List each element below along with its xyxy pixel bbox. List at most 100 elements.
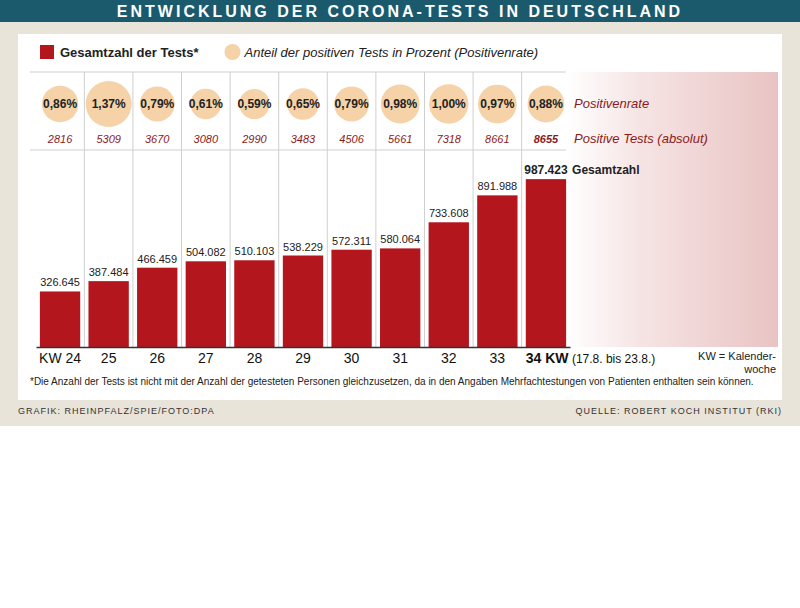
x-tick: 33: [490, 347, 506, 366]
rate-bubble: [381, 85, 420, 124]
x-tick-label: 34 KW (17.8. bis 23.8.): [526, 350, 656, 366]
total-label: Gesamtzahl: [572, 163, 639, 177]
x-tick-label: 31: [392, 350, 408, 366]
rate-bubble: [140, 87, 175, 122]
rate-label: 0,86%: [43, 97, 77, 111]
positive-count: 4506: [339, 133, 364, 145]
bubbles: [42, 81, 565, 127]
column-separator: [424, 72, 425, 347]
legend: Gesamtzahl der Tests* Anteil der positive…: [40, 44, 538, 60]
bars: [40, 179, 566, 347]
rate-label: 0,97%: [480, 97, 514, 111]
title: ENTWICKLUNG DER CORONA-TESTS IN DEUTSCHL…: [117, 3, 683, 20]
bar: [331, 250, 371, 347]
bar-label: 891.988: [477, 180, 517, 192]
bar-label: 580.064: [380, 233, 420, 245]
rate-label: 0,59%: [237, 97, 271, 111]
positive-count: 2816: [47, 133, 73, 145]
x-axis-line: [37, 347, 571, 349]
column-separator: [521, 72, 522, 347]
x-tick-label: 27: [198, 350, 214, 366]
x-tick: 27: [198, 347, 214, 366]
column-separator: [375, 72, 376, 347]
source: QUELLE: ROBERT KOCH INSTITUT (RKI): [575, 406, 782, 416]
rate-label: 0,61%: [189, 97, 223, 111]
x-tick-label: 33: [490, 350, 506, 366]
positive-count: 3670: [145, 133, 170, 145]
positive-tests: 2816530936703080299034834506566173188661…: [47, 133, 559, 145]
legend-swatch: [224, 44, 240, 60]
x-tick-label: 29: [295, 350, 311, 366]
positive-count: 2990: [241, 133, 267, 145]
rate-bubble: [42, 86, 78, 122]
x-tick: 30: [344, 347, 360, 366]
bar-label: 466.459: [137, 253, 177, 265]
row-line: [30, 72, 566, 73]
bar: [186, 261, 226, 347]
column-separator: [132, 72, 133, 347]
rate-label: 1,00%: [432, 97, 466, 111]
legend-label: Gesamtzahl der Tests*: [60, 45, 199, 60]
x-tick: 25: [101, 347, 117, 366]
bar-label: 538.229: [283, 241, 323, 253]
photo: [566, 72, 778, 347]
row-label: Positivenrate: [574, 96, 649, 111]
positive-count: 3080: [194, 133, 219, 145]
rate-label: 1,37%: [92, 97, 126, 111]
bar-label: 572.311: [332, 235, 371, 247]
bar: [429, 222, 469, 347]
x-tick: 26: [149, 347, 165, 366]
bar: [40, 291, 80, 347]
bar: [234, 260, 274, 347]
positive-count: 5661: [388, 133, 412, 145]
bar: [137, 268, 177, 347]
bar: [526, 179, 566, 347]
x-tick: 31: [392, 347, 408, 366]
rate-bubble: [334, 87, 369, 122]
x-tick-label: 32: [441, 350, 457, 366]
x-tick: 32: [441, 347, 457, 366]
rate-label: 0,79%: [335, 97, 369, 111]
column-separator: [327, 72, 328, 347]
header-band: [0, 0, 800, 22]
rate-bubble: [528, 86, 565, 123]
positive-count: 5309: [96, 133, 120, 145]
x-tick-label: 26: [149, 350, 165, 366]
rate-label: 0,79%: [140, 97, 174, 111]
bar: [88, 281, 128, 347]
column-separator: [473, 72, 474, 347]
credit: GRAFIK: RHEINPFALZ/SPIE/FOTO:DPA: [18, 406, 215, 416]
x-tick-label: 28: [247, 350, 263, 366]
x-tick: KW 24: [39, 347, 81, 366]
rate-bubble: [86, 81, 132, 127]
x-axis: KW 24 25 26 27 28 29 30 31 32 33 34 KW (17.8. bis …: [37, 347, 656, 366]
bar: [477, 195, 517, 347]
x-tick: 29: [295, 347, 311, 366]
x-tick-label: KW 24: [39, 350, 81, 366]
rate-bubble: [478, 85, 517, 124]
rate-label: 0,98%: [383, 97, 417, 111]
bar-label: 326.645: [40, 276, 80, 288]
bubble-labels: 0,86% 1,37% 0,79% 0,61% 0,59% 0,65% 0,79% 0,98%…: [43, 97, 563, 111]
rate-label: 0,88%: [529, 97, 563, 111]
row-line: [30, 150, 566, 151]
row-label: Positive Tests (absolut): [574, 131, 708, 146]
bar: [380, 248, 420, 347]
bar-label: 387.484: [89, 266, 129, 278]
bar-label: 510.103: [235, 245, 275, 257]
x-tick-label: 30: [344, 350, 360, 366]
column-separator: [181, 72, 182, 347]
panel: [18, 34, 782, 400]
x-tick: 28: [247, 347, 263, 366]
column-separator: [230, 72, 231, 347]
legend-label: Anteil der positiven Tests in Prozent (P…: [243, 45, 538, 60]
bar-label: 987.423: [524, 163, 568, 177]
bar-label: 733.608: [429, 207, 469, 219]
column-separator: [84, 72, 85, 347]
legend-swatch: [40, 45, 54, 59]
x-tick: 34 KW (17.8. bis 23.8.): [526, 347, 656, 366]
rate-bubble: [429, 84, 468, 123]
separators: [30, 72, 566, 347]
rate-label: 0,65%: [286, 97, 320, 111]
footnote: *Die Anzahl der Tests ist nicht mit der …: [30, 376, 754, 387]
